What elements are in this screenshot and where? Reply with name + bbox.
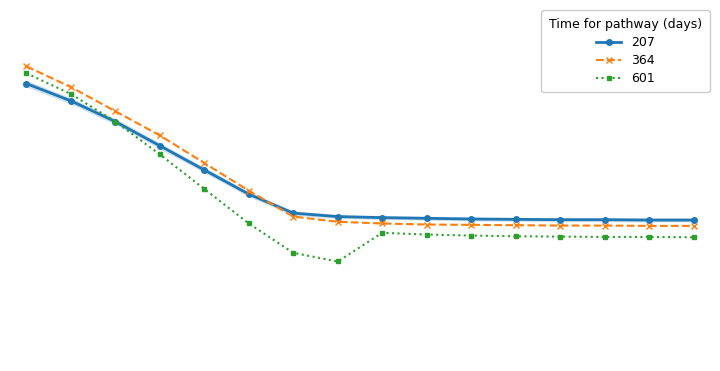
207 [467, 217, 475, 221]
207 [645, 218, 654, 222]
207 [689, 218, 698, 222]
207 [378, 216, 387, 220]
364 [289, 214, 297, 219]
364 [689, 224, 698, 228]
207 [66, 99, 75, 103]
364 [245, 188, 253, 193]
601 [511, 234, 520, 239]
364 [600, 223, 609, 228]
207 [423, 216, 431, 220]
364 [511, 223, 520, 227]
207 [556, 217, 564, 222]
364 [556, 223, 564, 228]
601 [378, 231, 387, 235]
364 [423, 222, 431, 227]
601 [22, 71, 31, 75]
601 [600, 235, 609, 239]
207 [245, 192, 253, 196]
364 [645, 224, 654, 228]
364 [200, 161, 209, 165]
601 [467, 233, 475, 238]
Line: 207: 207 [24, 81, 696, 223]
207 [289, 211, 297, 215]
601 [423, 232, 431, 237]
Legend: 207, 364, 601: 207, 364, 601 [541, 10, 710, 92]
601 [66, 92, 75, 96]
207 [111, 119, 120, 124]
601 [689, 235, 698, 240]
364 [156, 133, 164, 138]
364 [378, 221, 387, 226]
601 [556, 234, 564, 239]
364 [333, 220, 342, 224]
Line: 601: 601 [24, 71, 696, 263]
207 [600, 217, 609, 222]
207 [156, 144, 164, 148]
207 [511, 217, 520, 221]
364 [467, 223, 475, 227]
601 [289, 251, 297, 255]
601 [156, 152, 164, 157]
364 [111, 109, 120, 114]
601 [245, 221, 253, 226]
207 [22, 81, 31, 86]
Line: 364: 364 [23, 63, 697, 229]
601 [200, 187, 209, 191]
207 [200, 168, 209, 172]
364 [22, 64, 31, 69]
364 [66, 85, 75, 89]
601 [333, 259, 342, 264]
207 [333, 214, 342, 219]
601 [645, 235, 654, 239]
601 [111, 119, 120, 124]
